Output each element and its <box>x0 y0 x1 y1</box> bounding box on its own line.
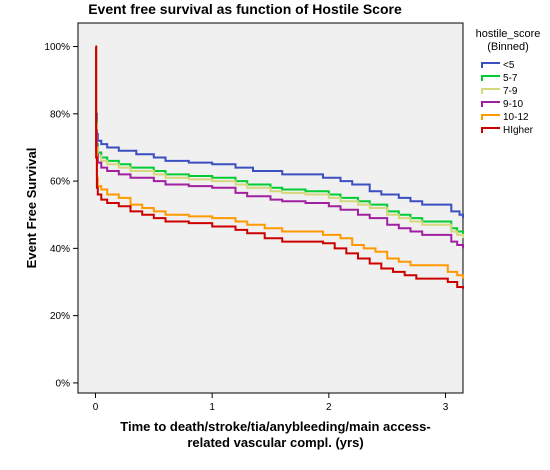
x-axis-label-line-1: Time to death/stroke/tia/anybleeding/mai… <box>120 419 430 434</box>
y-tick-label: 0% <box>56 378 71 389</box>
series-line-5 <box>95 45 464 279</box>
y-tick-label: 20% <box>50 311 70 322</box>
series-line-3 <box>95 45 464 239</box>
y-axis-label: Event Free Survival <box>24 148 39 269</box>
chart-title: Event free survival as function of Hosti… <box>88 1 402 17</box>
y-tick-label: 60% <box>50 177 70 188</box>
plot-area <box>77 22 464 394</box>
x-axis-label-line-2: related vascular compl. (yrs) <box>187 435 363 450</box>
legend-swatch <box>481 127 500 133</box>
series-lines <box>95 45 464 289</box>
legend-label: HIgher <box>503 125 534 136</box>
series-line-6 <box>95 45 464 289</box>
x-tick-label: 1 <box>209 402 215 413</box>
series-line-1 <box>95 45 464 219</box>
legend-swatch <box>481 75 500 81</box>
y-axis: 0% 20% 40% 60% 80% 100% <box>44 42 78 389</box>
y-tick-label: 80% <box>50 109 70 120</box>
legend-label: 7-9 <box>503 86 518 97</box>
series-line-4 <box>95 45 464 249</box>
x-tick-label: 0 <box>93 402 99 413</box>
x-tick-label: 3 <box>443 402 449 413</box>
legend-label: 9-10 <box>503 99 523 110</box>
legend-label: <5 <box>503 60 515 71</box>
legend-swatch <box>481 101 500 107</box>
legend-swatch <box>481 88 500 94</box>
x-tick-label: 2 <box>326 402 332 413</box>
legend: hostile_score (Binned) <5 5-7 7-9 9-10 10-12… <box>476 28 541 136</box>
x-axis: 0 1 2 3 <box>93 393 449 413</box>
y-tick-label: 100% <box>44 42 70 53</box>
legend-swatch <box>481 62 500 68</box>
legend-label: 10-12 <box>503 112 529 123</box>
legend-label: 5-7 <box>503 73 518 84</box>
legend-swatch <box>481 114 500 120</box>
legend-title-line-2: (Binned) <box>487 41 529 53</box>
legend-title-line-1: hostile_score <box>476 28 541 40</box>
y-tick-label: 40% <box>50 244 70 255</box>
